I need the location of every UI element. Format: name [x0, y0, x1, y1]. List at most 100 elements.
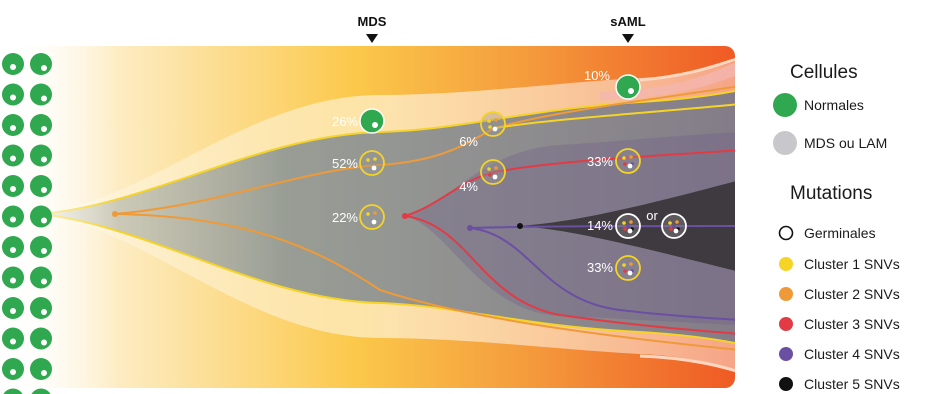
cell-nucleus: [41, 156, 47, 163]
legend-normal-swatch: [773, 93, 797, 117]
normal-cell: [30, 236, 52, 258]
mutation-dot: [622, 263, 626, 267]
mutation-dot: [487, 119, 491, 123]
normal-cell-body: [615, 74, 641, 100]
cell-nucleus: [41, 126, 47, 132]
cluster2-line-a: [114, 85, 735, 215]
timepoint-mds-arrow: [366, 34, 378, 43]
cluster1-line-mid: [494, 103, 735, 129]
clone-cell-body: [615, 148, 641, 174]
cell-nucleus: [627, 163, 633, 169]
cell-nucleus: [627, 228, 633, 234]
legend-cluster2-swatch: [779, 287, 793, 301]
legend-germline-swatch: [778, 225, 794, 241]
diagram-panel: [8, 46, 735, 388]
cluster-lines: [39, 85, 735, 351]
normal-cell: [31, 388, 51, 394]
normal-cell: [30, 327, 52, 350]
pct-saml-clone-b: 14%: [587, 218, 613, 233]
cell-nucleus: [41, 370, 47, 376]
pct-mid-b: 4%: [459, 179, 478, 194]
normal-cell: [30, 205, 52, 228]
clone-cell-body: [359, 204, 385, 230]
normal-cell: [30, 83, 52, 106]
timepoint-mds-label: MDS: [358, 14, 387, 29]
clone-cell-body: [359, 150, 385, 176]
cell-nucleus: [372, 122, 378, 128]
legend-cluster4-label: Cluster 4 SNVs: [804, 346, 900, 362]
saml-clone-a-cell: [615, 148, 641, 174]
cell-nucleus: [10, 338, 16, 345]
cell-markers: [112, 74, 687, 281]
cluster1-line-bottom: [39, 213, 735, 345]
cell-nucleus: [41, 248, 47, 254]
mutation-dot: [668, 221, 672, 225]
cell-nucleus: [492, 126, 498, 132]
legend-cells-title: Cellules: [790, 62, 858, 83]
normal-cell: [3, 388, 23, 394]
mutation-dot: [373, 211, 377, 215]
legend-mds-lam-swatch: [773, 131, 797, 155]
normal-cell: [30, 114, 52, 136]
mutation-dot: [629, 155, 633, 159]
pct-mds-clone-a: 52%: [332, 156, 358, 171]
cell-nucleus: [10, 216, 16, 223]
legend-normal-label: Normales: [804, 97, 864, 113]
mutation-dot: [629, 220, 633, 224]
cell-nucleus: [673, 228, 679, 234]
mutation-dot: [366, 212, 370, 216]
legend-mutations-title: Mutations: [790, 183, 872, 204]
mutation-dot: [626, 224, 630, 228]
cell-nucleus: [371, 165, 377, 171]
pct-saml-clone-c: 33%: [587, 260, 613, 275]
normal-cell: [30, 53, 52, 75]
mutation-dot: [366, 158, 370, 162]
cell-nucleus: [41, 339, 47, 346]
saml-clone-b-cell: [615, 213, 641, 239]
cell-nucleus: [371, 219, 377, 225]
legend-cluster2-label: Cluster 2 SNVs: [804, 286, 900, 302]
timepoint-mds: MDS: [358, 14, 387, 43]
saml-clone-b-alt-cell: [661, 213, 687, 239]
clone-cell-body: [615, 255, 641, 281]
or-label: or: [646, 208, 658, 223]
cluster4-line-b: [469, 227, 735, 321]
mutation-dot: [622, 156, 626, 160]
normal-cells-column: [2, 53, 52, 394]
legend-cluster3-swatch: [779, 317, 793, 331]
cluster2-line-b: [114, 213, 735, 351]
mutation-dot: [488, 173, 492, 177]
cell-nucleus: [10, 155, 16, 162]
saml-normal-cell: [615, 74, 641, 100]
mutation-dot: [494, 118, 498, 122]
saml-clone-c-cell: [615, 255, 641, 281]
cell-nucleus: [10, 64, 16, 70]
mutation-dot: [629, 262, 633, 266]
legend-germline-label: Germinales: [804, 225, 876, 241]
right-edge-highlight-top: [639, 56, 735, 82]
cell-nucleus: [41, 65, 47, 71]
cell-nucleus: [627, 270, 633, 276]
cell-nucleus: [41, 309, 47, 315]
clone-cell-body: [480, 159, 506, 185]
cell-nucleus: [10, 125, 16, 131]
cell-nucleus: [628, 88, 634, 94]
mutation-dot: [672, 224, 676, 228]
legend-cluster5-label: Cluster 5 SNVs: [804, 376, 900, 392]
mds-clone-body: [40, 90, 735, 344]
pct-saml-clone-a: 33%: [587, 154, 613, 169]
pct-mid-a: 6%: [459, 134, 478, 149]
mutation-dot: [669, 227, 673, 231]
mid-clone-a-cell: [480, 111, 506, 137]
timepoint-saml-arrow: [622, 34, 634, 43]
mutation-dot: [487, 167, 491, 171]
cluster2-origin: [112, 211, 118, 217]
cluster1-line-top: [39, 89, 735, 215]
cell-nucleus: [492, 174, 498, 180]
legend-cluster1-swatch: [779, 257, 793, 271]
cluster3-line-b: [404, 215, 735, 335]
legend-cluster5-swatch: [779, 377, 793, 391]
cluster3-line-a: [404, 149, 735, 217]
normal-cell: [30, 144, 52, 167]
